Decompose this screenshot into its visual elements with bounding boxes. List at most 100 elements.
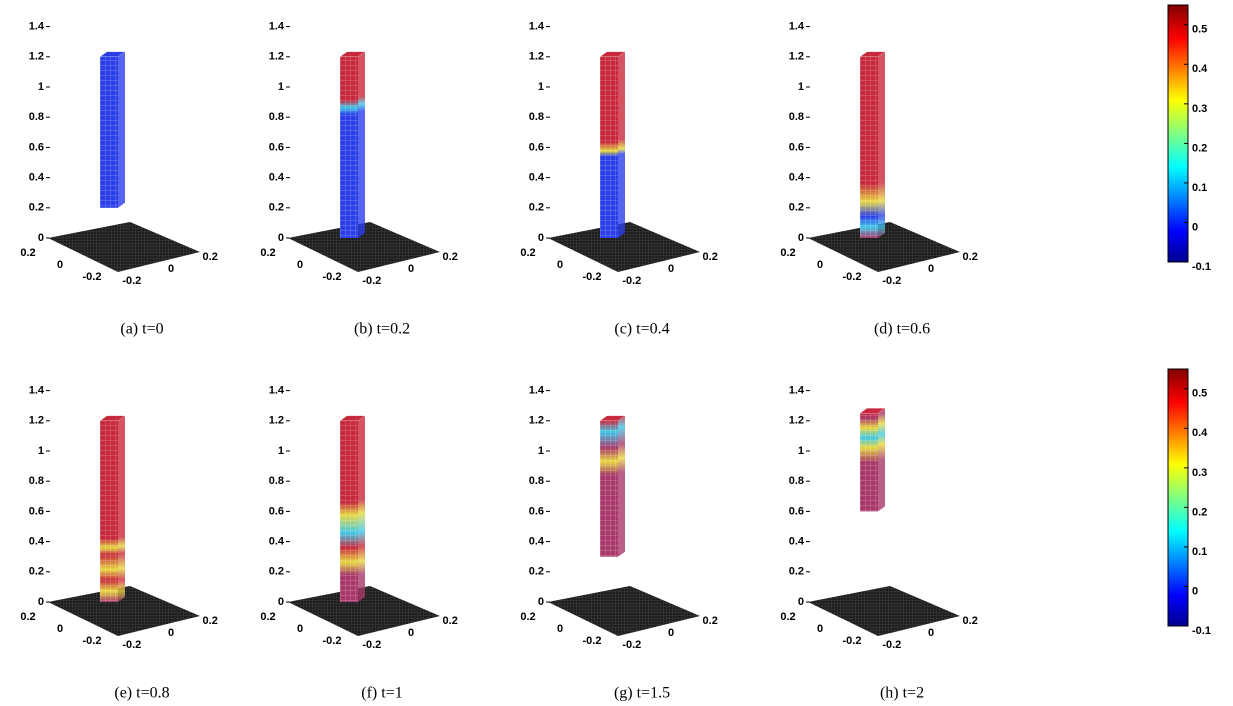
z-tick-label: 0 (278, 596, 284, 608)
z-tick-label: 1.2 (269, 51, 284, 63)
x-tick-label: 0.2 (963, 615, 978, 627)
x-tick-label: 0 (668, 627, 674, 639)
z-tick-label: 0.2 (29, 202, 44, 214)
colorbar-tick-label: 0.3 (1192, 103, 1207, 115)
caption: (c) t=0.4 (614, 321, 669, 338)
z-tick-label: 0.2 (269, 566, 284, 578)
subfigure: 00.20.40.60.811.21.40.20-0.2-0.200.2(c) … (520, 21, 717, 338)
z-tick-label: 0.6 (269, 505, 284, 517)
z-tick-label: 0.8 (29, 111, 44, 123)
x-tick-label: 0 (168, 263, 174, 275)
z-tick-label: 0.6 (789, 505, 804, 517)
column (860, 52, 885, 238)
x-tick-label: 0.2 (443, 615, 458, 627)
subfigure: 00.20.40.60.811.21.40.20-0.2-0.200.2(b) … (260, 21, 457, 338)
z-tick-label: 1.2 (29, 51, 44, 63)
z-tick-label: 1 (38, 445, 44, 457)
column (340, 52, 365, 238)
x-tick-label: 0 (168, 627, 174, 639)
y-tick-label: 0 (817, 623, 823, 635)
z-tick-label: 1.2 (529, 51, 544, 63)
y-tick-label: -0.2 (323, 635, 342, 647)
y-tick-label: -0.2 (83, 635, 102, 647)
z-tick-label: 0.8 (789, 111, 804, 123)
z-tick-label: 0.8 (269, 111, 284, 123)
x-tick-label: -0.2 (362, 275, 381, 287)
z-tick-label: 1.4 (269, 21, 285, 33)
z-tick-label: 0.2 (529, 202, 544, 214)
z-tick-label: 1.4 (789, 385, 805, 397)
column-side (358, 416, 365, 602)
z-tick-label: 0 (538, 232, 544, 244)
column-mesh (100, 421, 118, 602)
z-tick-label: 0 (38, 232, 44, 244)
subfigure: 00.20.40.60.811.21.40.20-0.2-0.200.2(e) … (20, 385, 217, 702)
y-tick-label: 0.2 (20, 247, 35, 259)
z-tick-label: 1.4 (269, 385, 285, 397)
y-tick-label: 0 (297, 259, 303, 271)
z-tick-label: 1 (278, 445, 284, 457)
z-tick-label: 1.4 (29, 385, 45, 397)
colorbar-tick-label: 0.1 (1192, 182, 1207, 194)
colorbar-tick-label: 0.1 (1192, 546, 1207, 558)
z-tick-label: 1.4 (529, 21, 545, 33)
caption: (h) t=2 (880, 685, 924, 702)
z-tick-label: 0.4 (269, 172, 285, 184)
caption: (f) t=1 (361, 685, 402, 702)
column-side (118, 52, 125, 208)
z-tick-label: 0.6 (29, 141, 44, 153)
z-tick-label: 0 (798, 596, 804, 608)
z-tick-label: 0.2 (29, 566, 44, 578)
z-tick-label: 1.2 (789, 415, 804, 427)
z-tick-label: 1 (798, 445, 804, 457)
z-tick-label: 0 (38, 596, 44, 608)
colorbar-tick-label: 0.2 (1192, 506, 1207, 518)
y-tick-label: 0.2 (520, 247, 535, 259)
column-side (878, 52, 885, 238)
column-side (618, 416, 625, 557)
y-tick-label: 0 (297, 623, 303, 635)
z-tick-label: 0.4 (789, 536, 805, 548)
y-tick-label: 0 (557, 623, 563, 635)
z-tick-label: 1.4 (529, 385, 545, 397)
column-side (618, 52, 625, 238)
subfigure: 00.20.40.60.811.21.40.20-0.2-0.200.2(a) … (20, 21, 217, 338)
subfigure: 00.20.40.60.811.21.40.20-0.2-0.200.2(f) … (260, 385, 457, 702)
x-tick-label: -0.2 (122, 639, 141, 651)
column-mesh (600, 421, 618, 557)
x-tick-label: 0 (408, 627, 414, 639)
column-mesh (340, 57, 358, 238)
z-tick-label: 1 (538, 445, 544, 457)
floor-mesh (48, 222, 200, 272)
x-tick-label: -0.2 (362, 639, 381, 651)
z-tick-label: 0.2 (529, 566, 544, 578)
subfigure: 00.20.40.60.811.21.40.20-0.2-0.200.2(g) … (520, 385, 717, 702)
subfigure: 00.20.40.60.811.21.40.20-0.2-0.200.2(h) … (780, 385, 977, 702)
x-tick-label: 0 (408, 263, 414, 275)
z-tick-label: 0.4 (529, 536, 545, 548)
z-tick-label: 0.4 (529, 172, 545, 184)
z-tick-label: 0.8 (789, 475, 804, 487)
z-tick-label: 0.8 (269, 475, 284, 487)
y-tick-label: 0.2 (260, 611, 275, 623)
y-tick-label: -0.2 (83, 271, 102, 283)
z-tick-label: 0.2 (269, 202, 284, 214)
colorbar-tick-label: 0.5 (1192, 388, 1207, 400)
x-tick-label: -0.2 (622, 275, 641, 287)
x-tick-label: -0.2 (122, 275, 141, 287)
figure: 00.20.40.60.811.21.40.20-0.2-0.200.2(a) … (0, 0, 1233, 706)
z-tick-label: 1.2 (269, 415, 284, 427)
y-tick-label: 0 (557, 259, 563, 271)
z-tick-label: 0.6 (269, 141, 284, 153)
z-tick-label: 0.4 (789, 172, 805, 184)
y-tick-label: 0 (57, 623, 63, 635)
x-tick-label: 0.2 (703, 615, 718, 627)
z-tick-label: 0.6 (529, 505, 544, 517)
x-tick-label: -0.2 (622, 639, 641, 651)
x-tick-label: -0.2 (882, 275, 901, 287)
z-tick-label: 1.2 (29, 415, 44, 427)
colorbar-tick-label: -0.1 (1192, 261, 1211, 273)
z-tick-label: 0 (538, 596, 544, 608)
column (860, 408, 885, 511)
z-tick-label: 0.2 (789, 566, 804, 578)
